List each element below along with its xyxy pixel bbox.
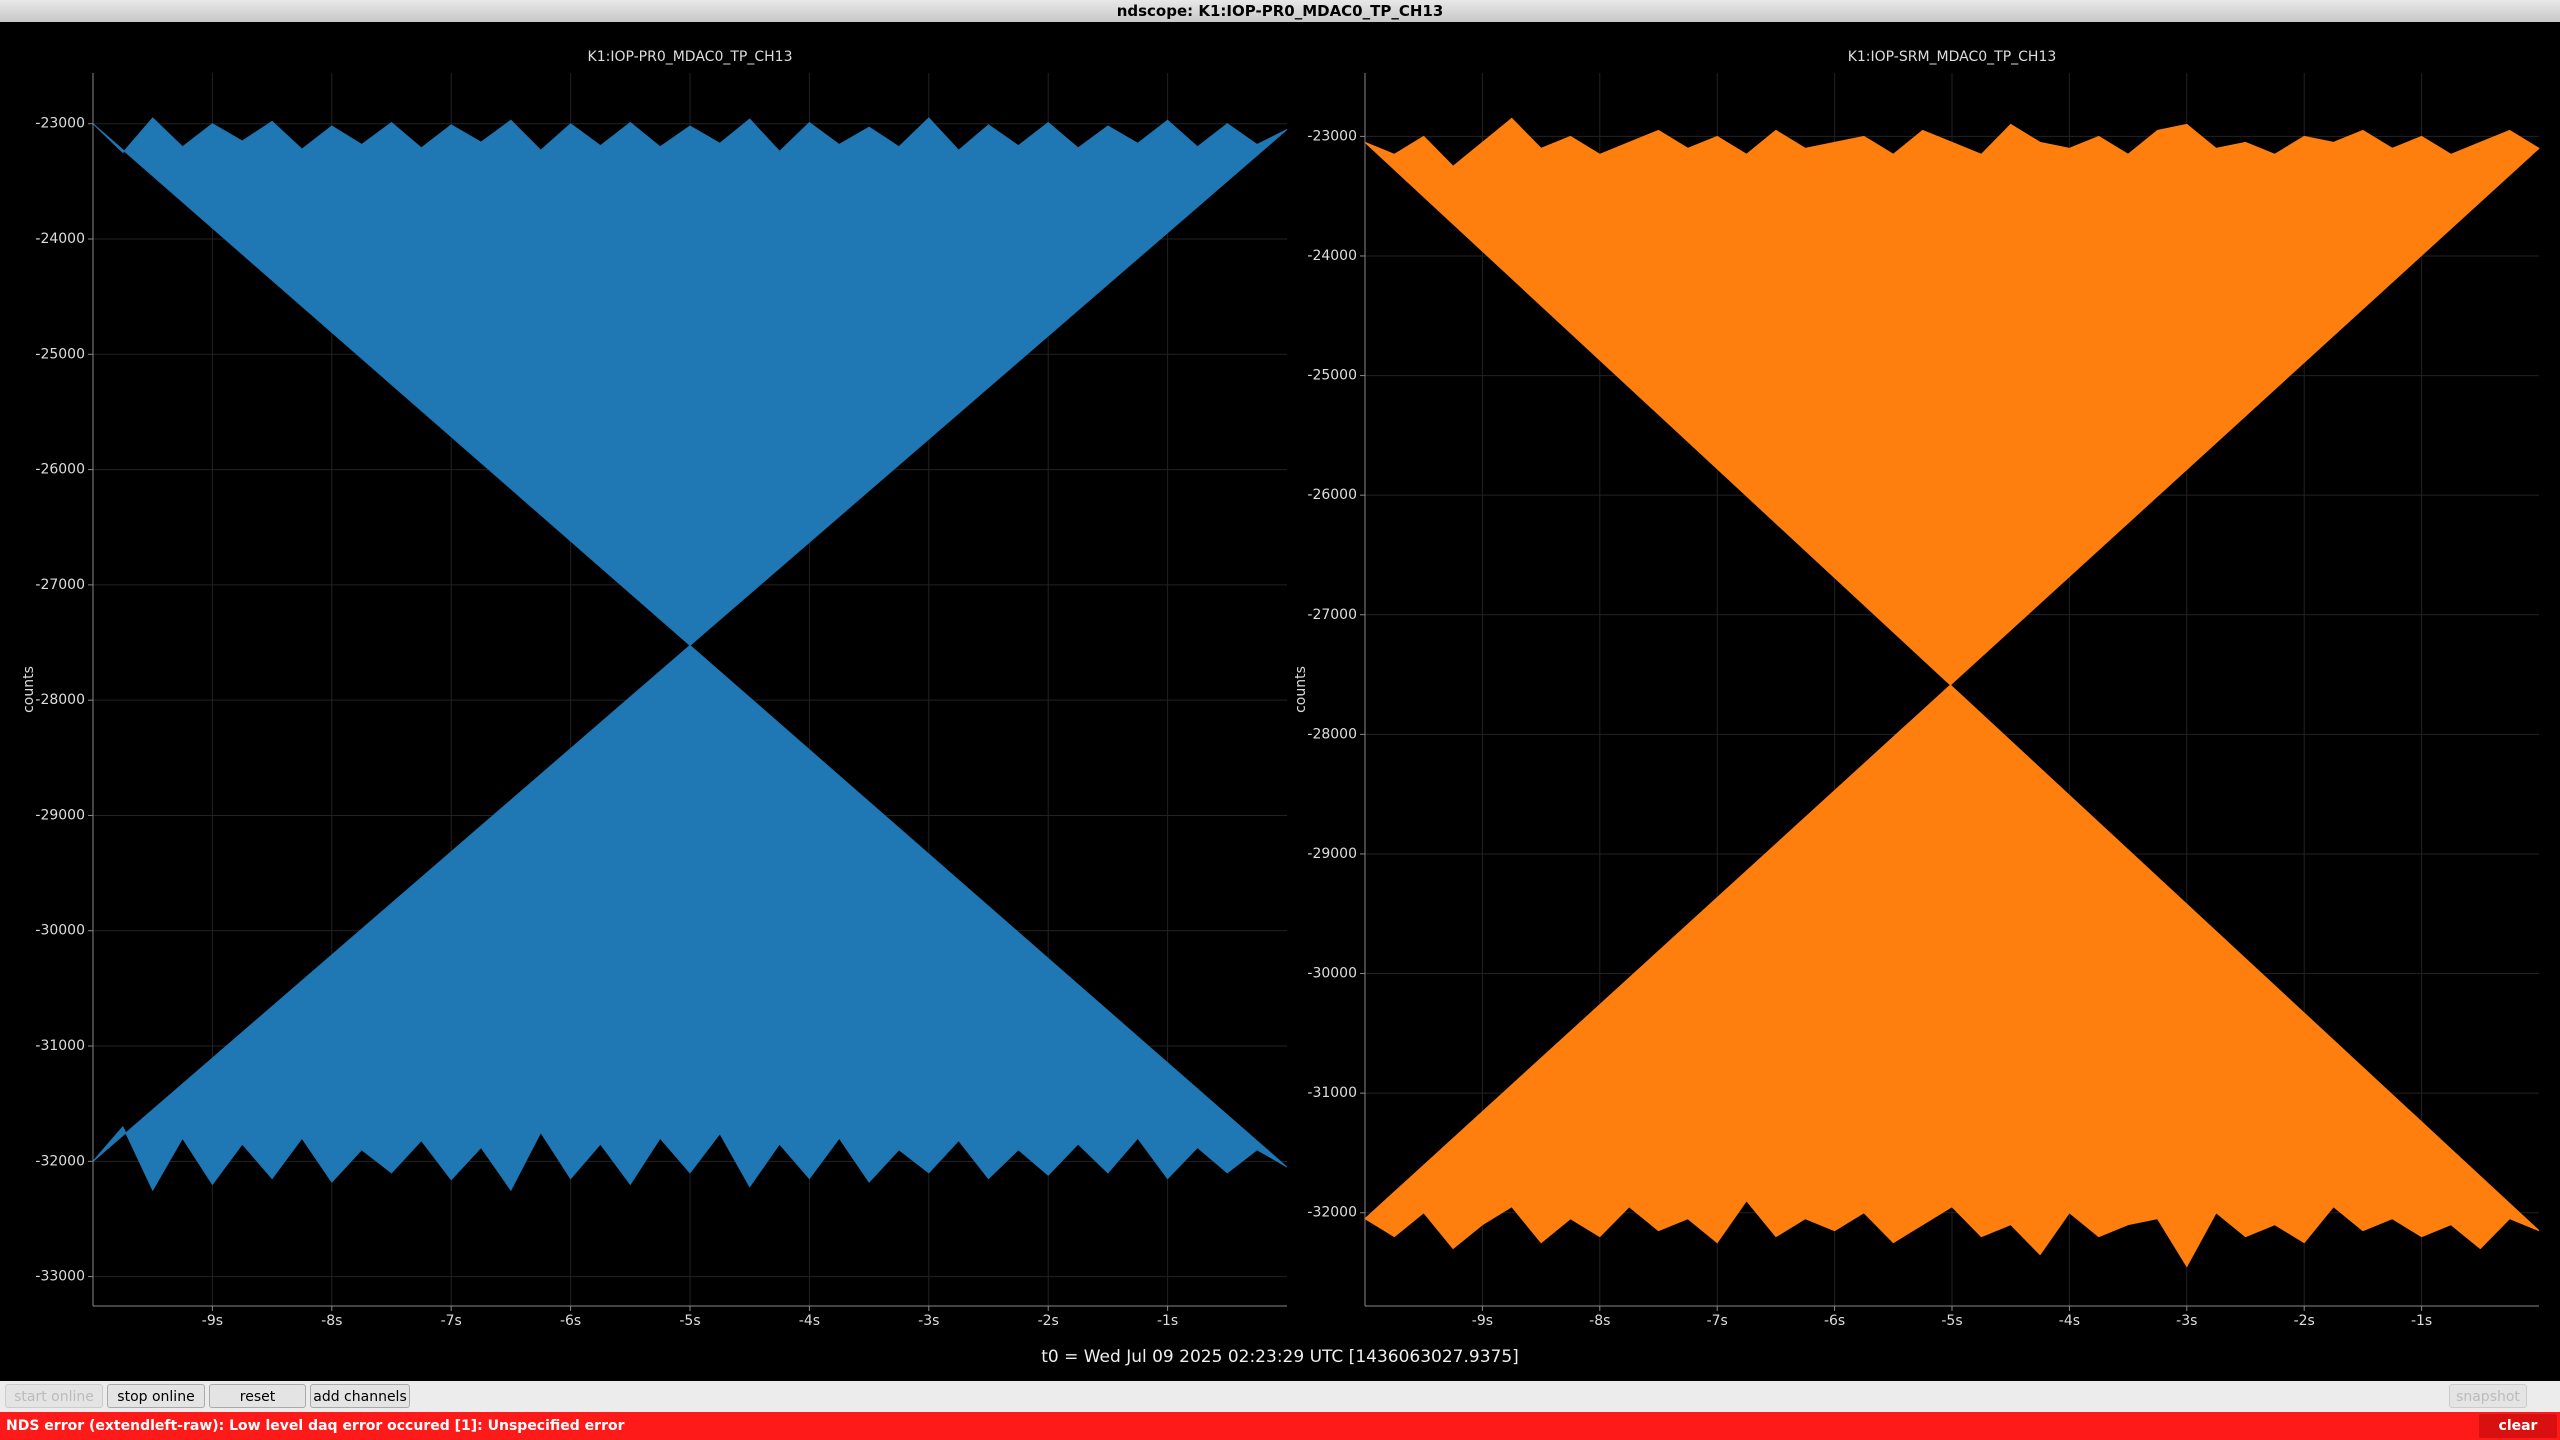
y-tick-label: -33000 [35,1269,85,1285]
y-tick-label: -25000 [35,346,85,362]
x-tick-label: -3s [918,1313,939,1329]
x-tick-label: -6s [560,1313,581,1329]
time-label: t0 = Wed Jul 09 2025 02:23:29 UTC [14360… [1041,1347,1519,1367]
y-tick-label: -31000 [35,1038,85,1054]
status-bar: NDS error (extendleft-raw): Low level da… [0,1412,2560,1440]
x-tick-label: -1s [2411,1313,2432,1329]
y-tick-label: -23000 [35,116,85,132]
stop-online-button[interactable]: stop online [107,1384,205,1408]
add-channels-button[interactable]: add channels [310,1384,410,1408]
x-tick-label: -9s [1472,1313,1493,1329]
x-tick-label: -6s [1824,1313,1845,1329]
toolbar: start online stop online reset add chann… [0,1381,2560,1412]
plot-title: K1:IOP-SRM_MDAC0_TP_CH13 [1848,49,2057,65]
y-tick-label: -31000 [1307,1085,1357,1101]
clear-button[interactable]: clear [2479,1414,2557,1438]
y-axis-label: counts [1293,666,1309,713]
snapshot-button[interactable]: snapshot [2449,1384,2527,1408]
x-tick-label: -5s [679,1313,700,1329]
x-tick-label: -5s [1941,1313,1962,1329]
x-tick-label: -4s [2059,1313,2080,1329]
x-tick-label: -3s [2176,1313,2197,1329]
start-online-button[interactable]: start online [5,1384,103,1408]
band-area [92,117,1288,1192]
y-tick-label: -30000 [1307,966,1357,982]
x-tick-label: -9s [202,1313,223,1329]
band-area [1364,117,2540,1268]
y-tick-label: -32000 [1307,1205,1357,1221]
y-axis-label: counts [21,666,37,713]
plot-title: K1:IOP-PR0_MDAC0_TP_CH13 [588,49,793,65]
y-tick-label: -28000 [35,692,85,708]
y-tick-label: -29000 [35,807,85,823]
window-title: ndscope: K1:IOP-PR0_MDAC0_TP_CH13 [0,0,2560,22]
y-tick-label: -26000 [1307,487,1357,503]
y-tick-label: -27000 [35,577,85,593]
x-tick-label: -1s [1157,1313,1178,1329]
y-tick-label: -24000 [1307,248,1357,264]
y-tick-label: -28000 [1307,726,1357,742]
x-tick-label: -7s [441,1313,462,1329]
y-tick-label: -24000 [35,231,85,247]
x-tick-label: -4s [799,1313,820,1329]
y-tick-label: -23000 [1307,128,1357,144]
reset-button[interactable]: reset [209,1384,306,1408]
x-tick-label: -7s [1707,1313,1728,1329]
y-tick-label: -32000 [35,1153,85,1169]
x-tick-label: -2s [2294,1313,2315,1329]
error-message: NDS error (extendleft-raw): Low level da… [6,1418,625,1434]
y-tick-label: -25000 [1307,368,1357,384]
y-tick-label: -29000 [1307,846,1357,862]
x-tick-label: -2s [1038,1313,1059,1329]
x-tick-label: -8s [321,1313,342,1329]
x-tick-label: -8s [1589,1313,1610,1329]
y-tick-label: -30000 [35,923,85,939]
y-tick-label: -27000 [1307,607,1357,623]
y-tick-label: -26000 [35,462,85,478]
